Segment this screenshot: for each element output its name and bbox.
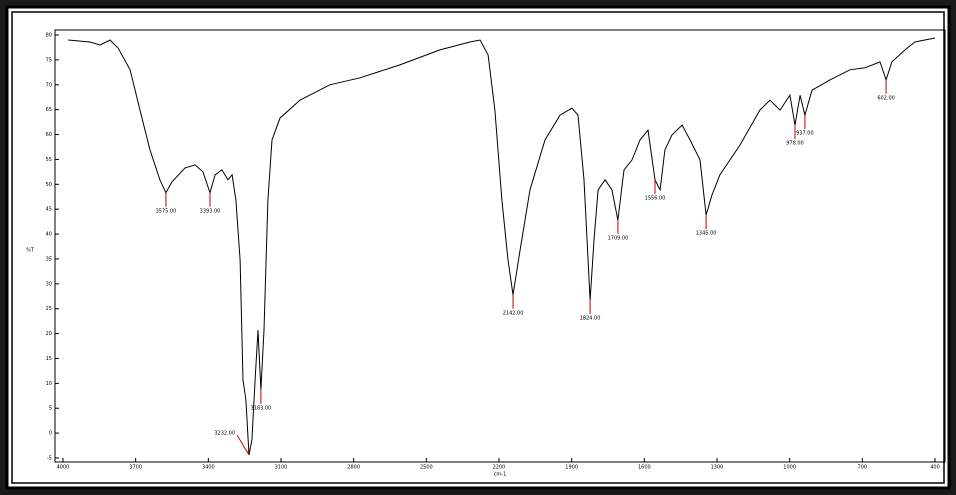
y-tick-label: 55 <box>46 157 52 163</box>
inner-panel <box>11 11 945 484</box>
x-tick-label: 2500 <box>420 465 433 471</box>
peak-label: 2142.00 <box>503 310 524 316</box>
y-tick-label: 10 <box>46 381 52 387</box>
x-tick-label: 2200 <box>493 465 506 471</box>
x-tick-label: 1900 <box>565 465 578 471</box>
peak-label: 3183.00 <box>251 405 272 411</box>
y-tick-label: 65 <box>46 107 52 113</box>
x-tick-label: 1600 <box>638 465 651 471</box>
peak-label: 3575.00 <box>156 208 177 214</box>
y-tick-label: 25 <box>46 306 52 312</box>
peak-label: 1709.00 <box>608 236 629 242</box>
x-tick-label: 4000 <box>57 465 70 471</box>
x-tick-label: 1300 <box>711 465 724 471</box>
peak-label: 937.00 <box>796 131 814 137</box>
y-tick-label: 15 <box>46 356 52 362</box>
x-tick-label: 3700 <box>129 465 142 471</box>
peak-marker <box>236 434 250 456</box>
peak-label: 978.00 <box>786 141 804 147</box>
y-tick-label: 30 <box>46 281 52 287</box>
peak-label: 1824.00 <box>580 316 601 322</box>
y-tick-label: 5 <box>49 406 52 412</box>
y-tick-label: 70 <box>46 82 52 88</box>
plot-frame <box>54 29 946 463</box>
x-tick-label: 2800 <box>347 465 360 471</box>
y-tick-label: 20 <box>46 331 52 337</box>
x-tick-label: 3100 <box>275 465 288 471</box>
peak-label: 3393.00 <box>200 208 221 214</box>
x-tick-label: 1000 <box>783 465 796 471</box>
y-tick-label: 45 <box>46 207 52 213</box>
y-tick-label: 40 <box>46 232 52 238</box>
x-tick-label: 3400 <box>202 465 215 471</box>
x-tick-label: 400 <box>930 465 940 471</box>
y-tick-label: 50 <box>46 182 52 188</box>
peak-label: 1556.00 <box>645 195 666 201</box>
y-tick-label: 35 <box>46 256 52 262</box>
y-tick-label: -5 <box>47 456 52 462</box>
y-tick-label: 80 <box>46 33 52 39</box>
y-tick-label: 60 <box>46 132 52 138</box>
y-axis-label: %T <box>26 248 35 254</box>
peak-label: 602.00 <box>877 95 895 101</box>
x-axis-label: cm-1 <box>494 472 507 478</box>
spectrum-line <box>68 37 936 456</box>
y-tick-label: 0 <box>49 431 52 437</box>
peak-label: 3232.00 <box>214 431 235 437</box>
peak-label: 1345.00 <box>696 231 717 237</box>
outer-panel <box>5 5 951 490</box>
y-tick-label: 75 <box>46 57 52 63</box>
x-tick-label: 700 <box>858 465 868 471</box>
